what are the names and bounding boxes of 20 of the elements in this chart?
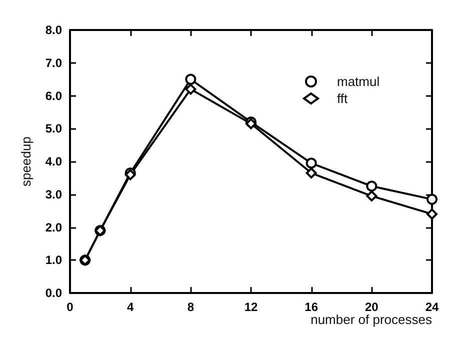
legend-label: matmul (337, 74, 380, 89)
x-tick-label: 8 (187, 300, 194, 314)
y-tick-label: 7.0 (45, 56, 62, 70)
x-tick-label: 20 (364, 300, 379, 314)
x-tick-label: 24 (425, 300, 439, 314)
x-tick-label: 0 (66, 300, 74, 314)
y-tick-label: 3.0 (45, 187, 62, 202)
y-tick-label: 8.0 (45, 23, 62, 37)
y-tick-label: 0.0 (45, 286, 62, 300)
y-tick-label: 1.0 (45, 253, 62, 268)
x-tick-label: 16 (304, 300, 318, 314)
y-tick-label: 2.0 (45, 220, 62, 234)
y-tick-label: 5.0 (45, 122, 62, 136)
y-tick-label: 6.0 (45, 88, 62, 103)
x-tick-label: 4 (126, 300, 134, 314)
y-axis-title: speedup (18, 136, 34, 186)
x-tick-label: 12 (244, 300, 258, 314)
legend-label: fft (337, 91, 348, 106)
y-tick-label: 4.0 (45, 154, 62, 168)
x-axis-title: number of processes (310, 312, 432, 327)
